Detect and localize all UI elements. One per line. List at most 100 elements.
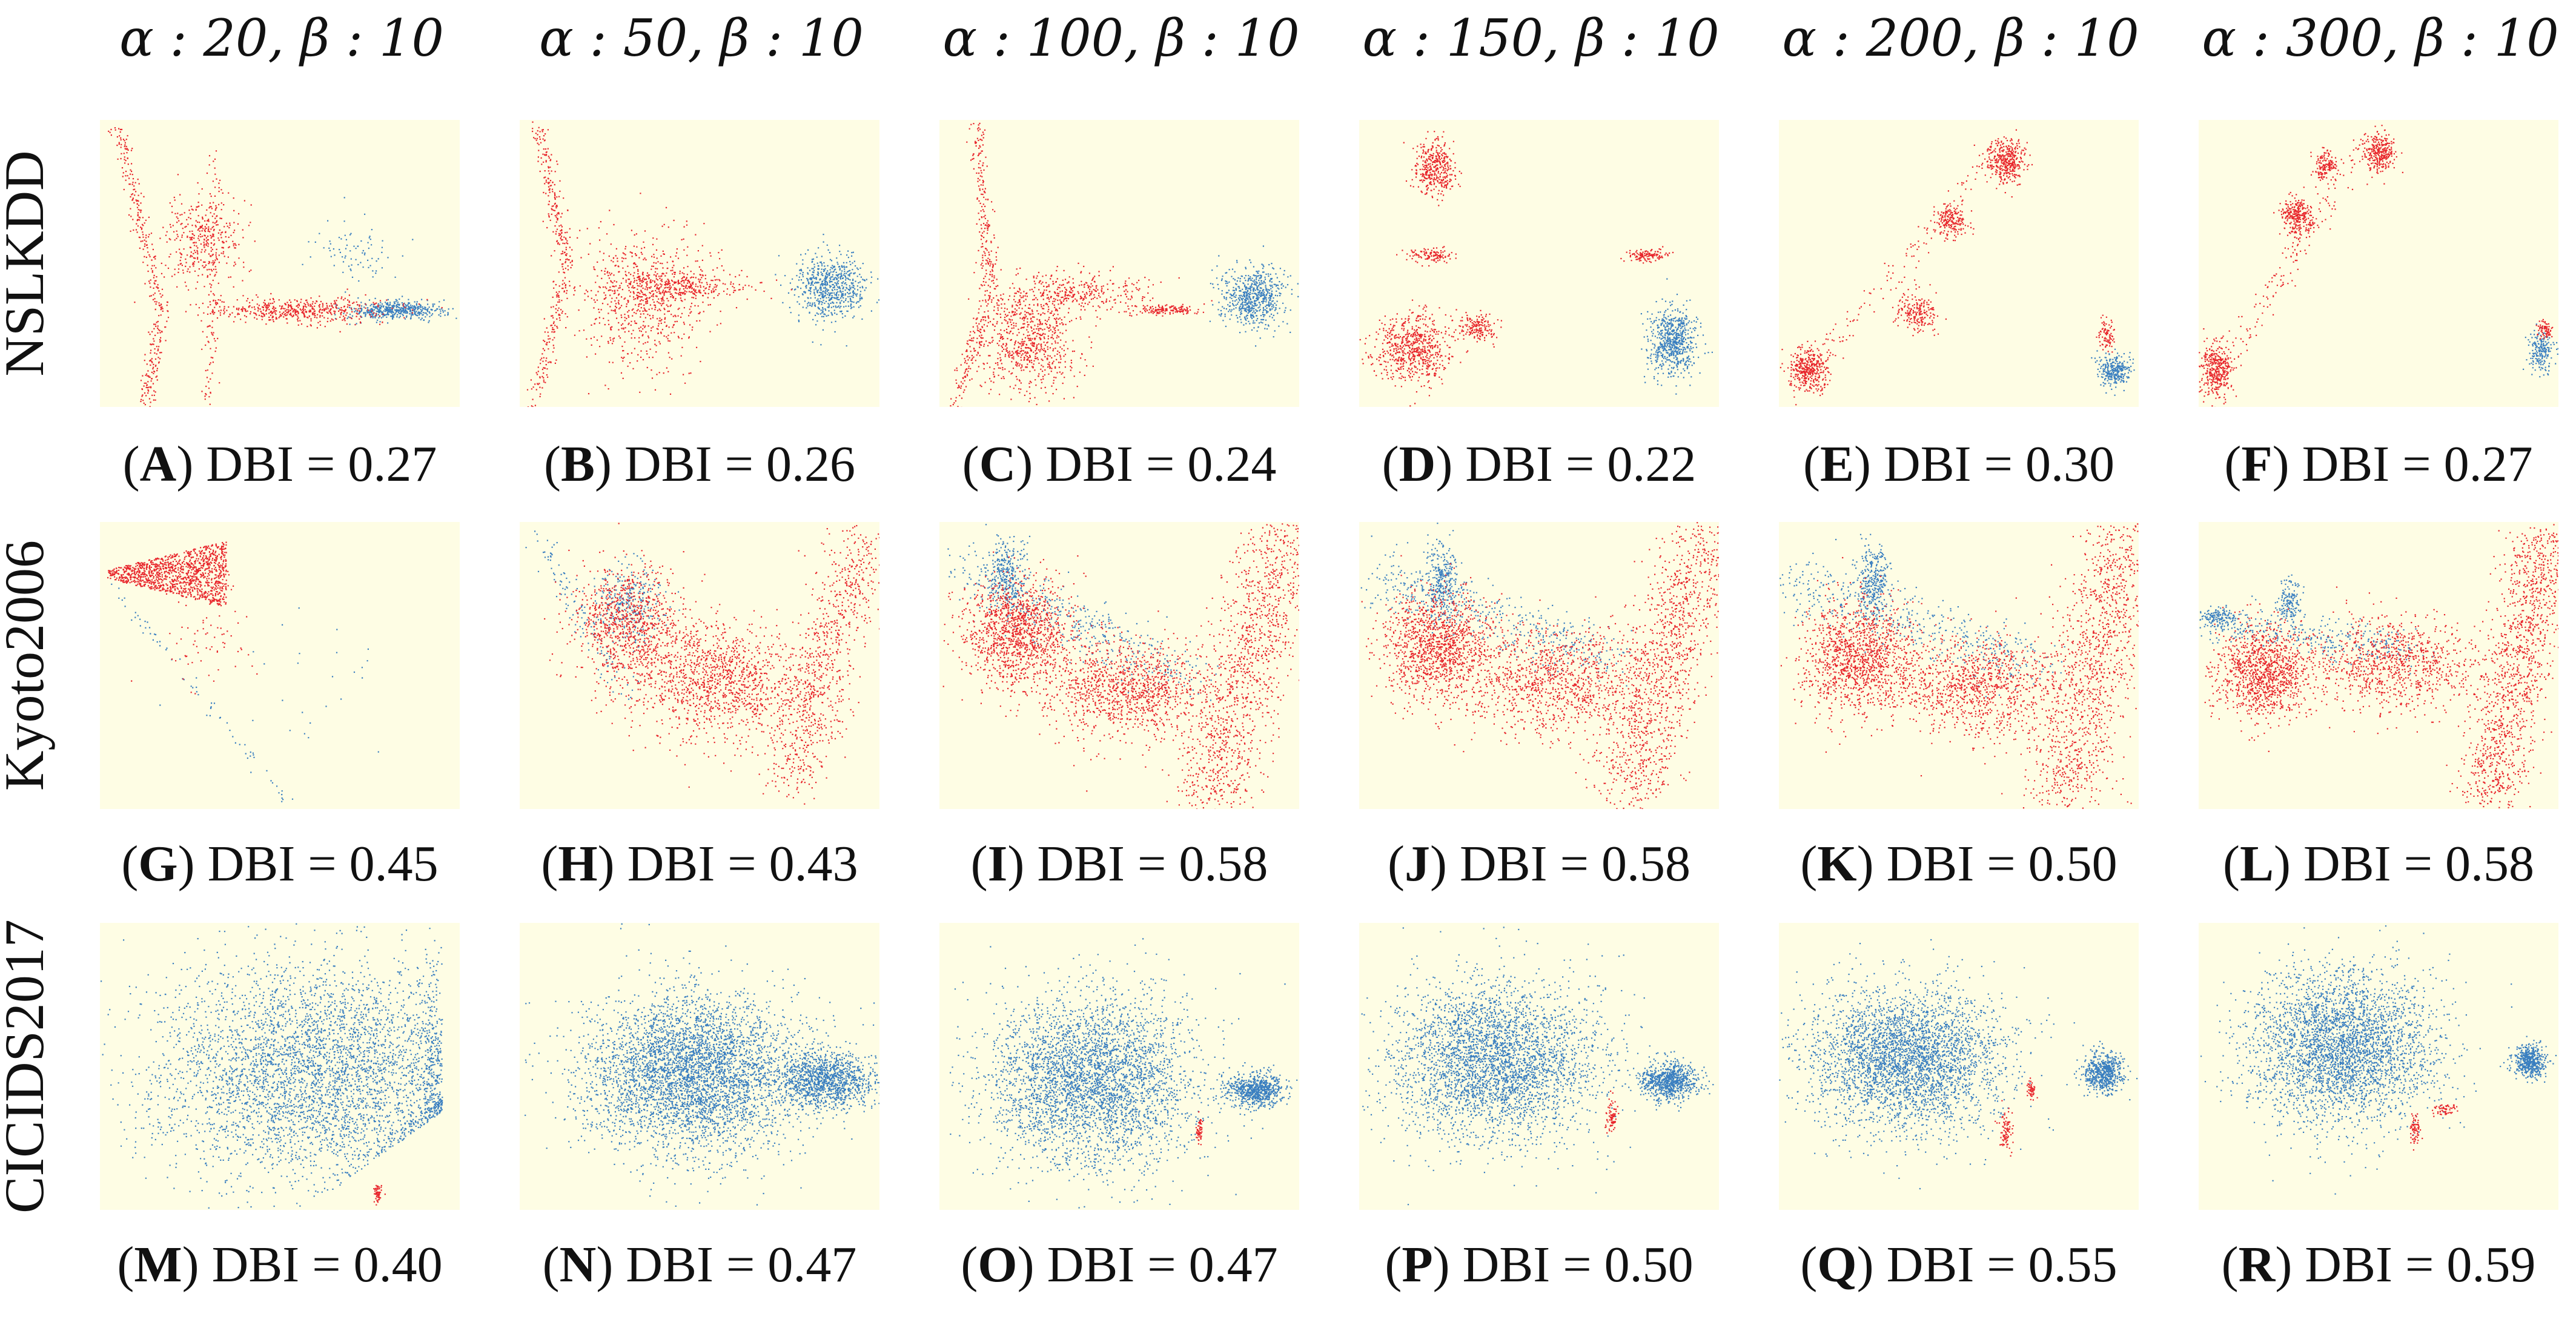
normal-scatter-marks (2199, 574, 2435, 675)
normal-scatter-marks (101, 923, 443, 1209)
scatter-panel-o (939, 923, 1299, 1210)
attack-points (942, 523, 1299, 809)
metric-name: DBI (207, 836, 296, 892)
attack-points (107, 541, 258, 695)
scatter-panel-j (1359, 522, 1719, 809)
scatter-panel-k (1779, 522, 2139, 809)
dbi-value: 0.43 (769, 836, 858, 892)
attack-points (2199, 125, 2554, 407)
attack-scatter-marks (1361, 522, 1719, 809)
scatter-plot (1359, 131, 1713, 407)
attack-points (1995, 1077, 2038, 1157)
panel-caption: (G) DBI = 0.45 (121, 836, 439, 892)
attack-points (2409, 1104, 2458, 1151)
metric-name: DBI (1459, 836, 1548, 892)
dbi-value: 0.24 (1187, 436, 1277, 492)
panel-caption: (H) DBI = 0.43 (541, 836, 858, 892)
normal-scatter-marks (525, 923, 879, 1207)
metric-name: DBI (211, 1237, 300, 1293)
normal-points (302, 197, 457, 325)
panel-caption: (Q) DBI = 0.55 (1800, 1237, 2117, 1293)
panel-letter: C (979, 436, 1016, 492)
scatter-plot (2199, 125, 2558, 407)
normal-points (1640, 278, 1713, 395)
dbi-value: 0.45 (349, 836, 439, 892)
metric-name: DBI (1883, 436, 1972, 492)
attack-points (1604, 1090, 1620, 1134)
normal-scatter-marks (302, 197, 457, 325)
attack-points (950, 122, 1213, 407)
normal-points (2091, 348, 2135, 396)
panel-letter: B (560, 436, 595, 492)
column-title: α : 300, β : 10 (2202, 8, 2559, 68)
attack-points (108, 127, 443, 407)
normal-scatter-marks (525, 530, 680, 700)
normal-points (525, 530, 680, 700)
scatter-panel-d (1359, 120, 1719, 407)
scatter-plot (108, 127, 457, 407)
metric-name: DBI (1886, 1237, 1975, 1293)
metric-name: DBI (1047, 1237, 1135, 1293)
scatter-plot (525, 923, 879, 1207)
scatter-plot (1360, 522, 1719, 809)
attack-scatter-marks (2199, 125, 2554, 407)
panel-caption: (M) DBI = 0.40 (117, 1237, 443, 1293)
attack-points (1361, 522, 1719, 809)
attack-scatter-marks (942, 523, 1299, 809)
attack-points (1780, 523, 2139, 809)
attack-scatter-marks (2204, 524, 2558, 808)
normal-scatter-marks (111, 583, 379, 802)
scatter-panel-c (939, 120, 1299, 407)
dbi-value: 0.22 (1607, 436, 1697, 492)
attack-scatter-marks (107, 541, 258, 695)
normal-points (2523, 323, 2558, 378)
scatter-plot (101, 923, 443, 1209)
panel-caption: (C) DBI = 0.24 (962, 436, 1277, 492)
metric-name: DBI (624, 436, 712, 492)
attack-points (1195, 1111, 1204, 1146)
attack-points (1780, 129, 2115, 406)
normal-scatter-marks (775, 234, 879, 347)
normal-points (1780, 533, 2065, 698)
panel-letter: I (987, 836, 1008, 892)
scatter-panel-e (1779, 120, 2139, 407)
panel-letter: N (559, 1237, 597, 1293)
column-title: α : 150, β : 10 (1362, 8, 1720, 68)
metric-name: DBI (1045, 436, 1133, 492)
attack-scatter-marks (544, 523, 879, 805)
attack-points (2204, 524, 2558, 808)
normal-scatter-marks (1640, 278, 1713, 395)
dbi-value: 0.58 (1179, 836, 1268, 892)
scatter-plot (942, 523, 1299, 809)
normal-scatter-marks (2091, 348, 2135, 396)
metric-name: DBI (627, 836, 715, 892)
panel-letter: O (978, 1237, 1018, 1293)
column-title: α : 50, β : 10 (539, 8, 864, 68)
panel-letter: A (139, 436, 177, 492)
panel-caption: (P) DBI = 0.50 (1385, 1237, 1694, 1293)
scatter-panel-m (100, 923, 460, 1210)
scatter-plot (1779, 939, 2138, 1190)
scatter-plot (107, 541, 379, 802)
scatter-panel-p (1359, 923, 1719, 1210)
panel-caption: (D) DBI = 0.22 (1382, 436, 1697, 492)
normal-points (1360, 523, 1632, 687)
normal-scatter-marks (950, 938, 1298, 1209)
attack-points (526, 121, 792, 407)
panel-letter: J (1404, 836, 1430, 892)
normal-points (101, 923, 443, 1209)
scatter-plot (525, 523, 879, 805)
column-title: α : 20, β : 10 (119, 8, 444, 68)
attack-scatter-marks (108, 127, 443, 407)
normal-scatter-marks (2523, 323, 2558, 378)
metric-name: DBI (626, 1237, 714, 1293)
attack-scatter-marks (2409, 1104, 2458, 1151)
dbi-value: 0.55 (2028, 1237, 2117, 1293)
panel-letter: R (2238, 1237, 2276, 1293)
attack-scatter-marks (1995, 1077, 2038, 1157)
panel-caption: (N) DBI = 0.47 (542, 1237, 857, 1293)
panel-caption: (E) DBI = 0.30 (1803, 436, 2115, 492)
dbi-value: 0.50 (2028, 836, 2117, 892)
panel-caption: (K) DBI = 0.50 (1800, 836, 2117, 892)
normal-scatter-marks (1361, 926, 1714, 1206)
